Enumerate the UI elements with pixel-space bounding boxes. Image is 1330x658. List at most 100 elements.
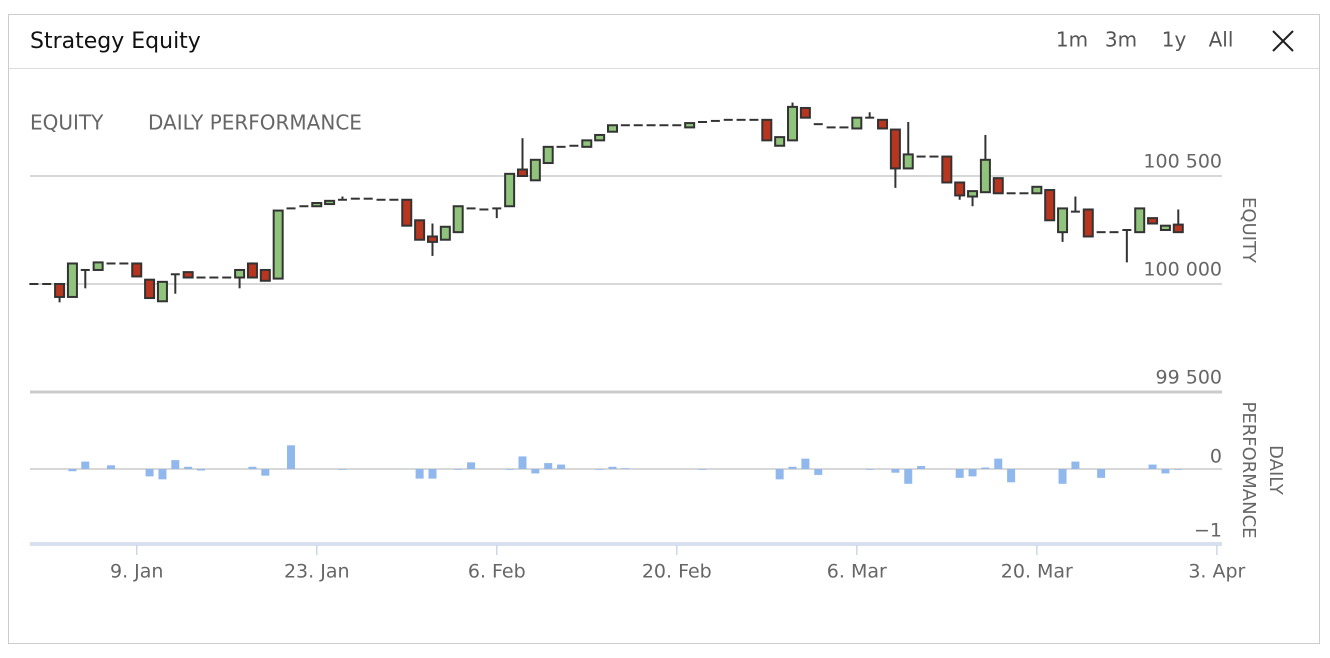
bar <box>184 466 193 469</box>
candle-body <box>967 190 979 198</box>
range-button[interactable]: All <box>1209 28 1234 52</box>
y-tick-label: −1 <box>1194 520 1222 542</box>
y-axis-title: EQUITY <box>1238 197 1259 264</box>
candle-body <box>941 155 953 184</box>
candle-body <box>131 262 143 278</box>
x-tick-label: 20. Feb <box>642 561 712 583</box>
tab[interactable]: DAILY PERFORMANCE <box>148 111 362 135</box>
close-button[interactable] <box>1272 30 1294 52</box>
bar <box>518 456 527 469</box>
candle-body <box>1031 185 1043 195</box>
candle-body <box>902 153 914 170</box>
candle-body <box>851 116 863 130</box>
candle-body <box>992 177 1004 195</box>
bar <box>981 467 990 469</box>
candle-body <box>272 209 284 280</box>
candle-body <box>516 168 528 178</box>
panel-title: Strategy Equity <box>30 29 201 54</box>
candle-body <box>761 118 773 142</box>
candle-body <box>774 136 786 147</box>
bar <box>917 466 926 469</box>
bar <box>1058 469 1067 484</box>
x-tick-label: 6. Mar <box>827 561 887 583</box>
candle-body <box>54 283 66 298</box>
bar <box>531 469 540 474</box>
bar <box>158 469 167 480</box>
bar <box>608 466 617 469</box>
bar <box>1071 461 1080 469</box>
candle-body <box>311 202 323 208</box>
candle-body <box>144 278 156 300</box>
y-tick-label: 0 <box>1210 446 1222 468</box>
x-tick-label: 3. Apr <box>1188 561 1245 583</box>
candle-body <box>246 262 258 279</box>
candle-body <box>799 106 811 119</box>
candle-body <box>1147 217 1159 225</box>
bar <box>544 463 553 469</box>
bar <box>145 469 154 477</box>
bar <box>197 469 206 471</box>
bar <box>557 464 566 469</box>
candle-body <box>542 145 554 165</box>
candle-body <box>581 139 593 148</box>
bar <box>621 468 630 469</box>
candle-body <box>1134 207 1146 234</box>
x-tick-label: 9. Jan <box>110 561 163 583</box>
range-button[interactable]: 1m <box>1056 28 1088 52</box>
tab[interactable]: EQUITY <box>30 111 104 135</box>
y-tick-label: 99 500 <box>1156 367 1222 389</box>
bar <box>968 469 977 477</box>
candle-body <box>606 124 618 133</box>
candle-body <box>787 105 799 142</box>
candle-body <box>324 199 336 206</box>
y-axis-title: DAILYPERFORMANCE <box>1238 401 1286 538</box>
candle-body <box>182 271 194 279</box>
bar <box>904 469 913 484</box>
bar <box>1174 469 1183 470</box>
candle-body <box>1172 223 1184 234</box>
x-tick-label: 6. Feb <box>468 561 526 583</box>
range-button[interactable]: 3m <box>1105 28 1137 52</box>
bar <box>454 469 463 470</box>
x-tick-label: 20. Mar <box>1001 561 1073 583</box>
candle-body <box>439 225 451 241</box>
candle-body <box>594 133 606 142</box>
candle-body <box>529 158 541 182</box>
bar <box>814 469 823 475</box>
panel <box>8 14 1320 644</box>
candle-body <box>889 128 901 170</box>
bar <box>81 461 90 469</box>
candle-body <box>66 262 78 298</box>
bar <box>698 469 707 470</box>
candle-body <box>234 268 246 279</box>
bar <box>338 469 347 470</box>
bar <box>261 469 270 476</box>
range-button[interactable]: 1y <box>1162 28 1187 52</box>
bar <box>994 458 1003 469</box>
candle-body <box>979 158 991 194</box>
y-tick-label: 100 000 <box>1143 259 1222 281</box>
bar <box>505 469 514 470</box>
bar <box>428 469 437 479</box>
candle-body <box>452 205 464 234</box>
bar <box>788 466 797 469</box>
x-tick-label: 23. Jan <box>284 561 350 583</box>
candle-body <box>684 122 696 129</box>
candle-body <box>156 280 168 303</box>
bar <box>891 469 900 473</box>
bar <box>1007 469 1016 483</box>
candle-body <box>504 172 516 208</box>
bar <box>595 469 604 470</box>
candle-body <box>1057 207 1069 234</box>
bar <box>955 469 964 478</box>
candle-body <box>877 118 889 130</box>
candle-body <box>954 181 966 197</box>
bar <box>287 445 296 469</box>
bar <box>248 466 257 469</box>
bar <box>467 462 476 469</box>
candle-body <box>414 219 426 241</box>
candle-body <box>1044 189 1056 222</box>
candle-body <box>1159 224 1171 231</box>
bar <box>171 460 180 469</box>
